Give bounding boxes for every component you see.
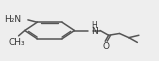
Text: H₂N: H₂N	[5, 15, 22, 24]
Text: H: H	[91, 21, 97, 30]
Text: N: N	[91, 27, 97, 36]
Text: CH₃: CH₃	[9, 38, 25, 47]
Text: O: O	[103, 42, 110, 51]
